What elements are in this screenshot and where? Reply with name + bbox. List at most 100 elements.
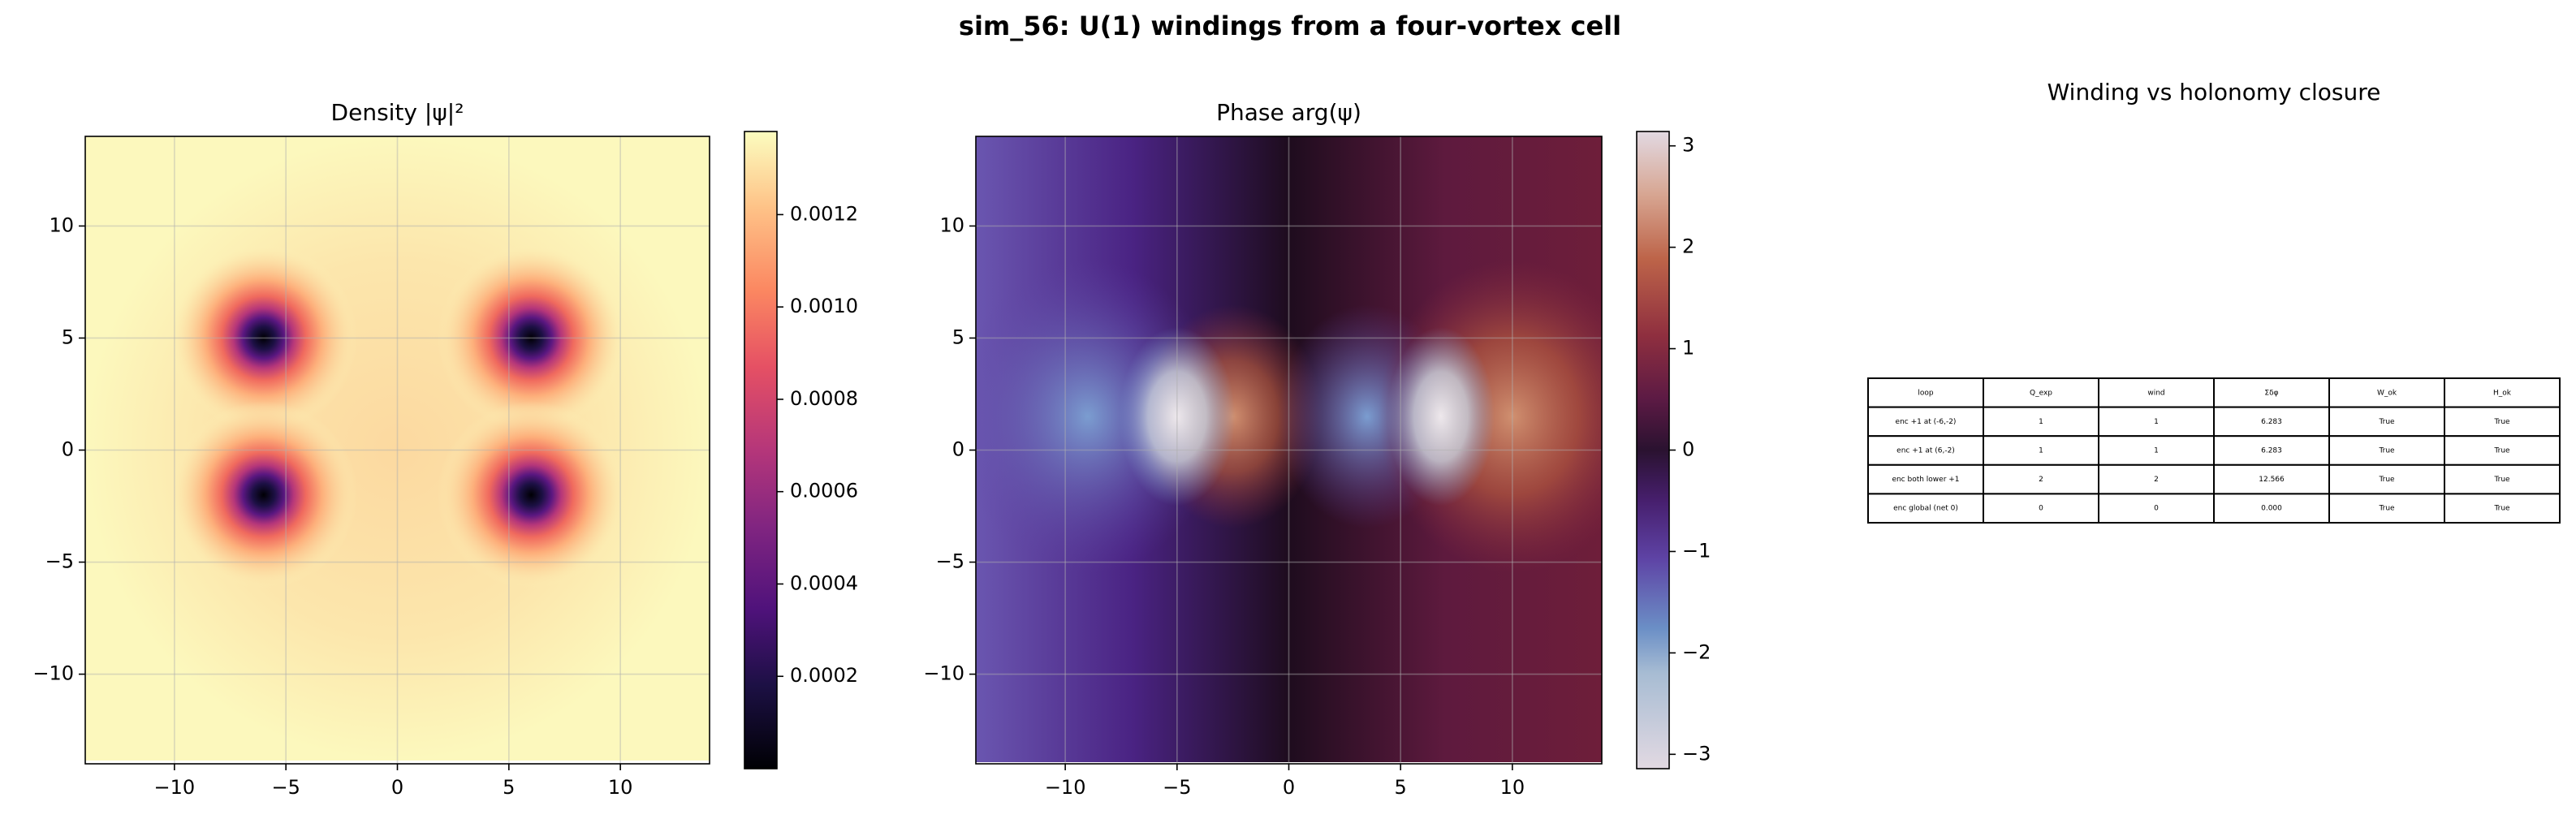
table-value: enc +1 at (6,-2) <box>1896 447 1955 455</box>
table-cell <box>2444 377 2561 408</box>
colorbar-tick-label: 3 <box>1682 134 1694 157</box>
table-value: 6.283 <box>2261 418 2282 426</box>
table-value: enc both lower +1 <box>1892 476 1959 484</box>
colorbar-tick-label: 0 <box>1682 438 1694 461</box>
colorbar-tick-label: 1 <box>1682 337 1694 360</box>
x-tick-label: −5 <box>271 776 300 799</box>
table-value: 2 <box>2154 476 2159 484</box>
vortex-core <box>170 244 358 432</box>
y-tick-label: 5 <box>952 325 964 348</box>
table-value: 0 <box>2039 505 2043 513</box>
x-tick-label: 0 <box>1283 776 1295 799</box>
table-header: loop <box>1918 389 1934 397</box>
x-tick-label: 0 <box>391 776 403 799</box>
vortex-core <box>170 401 358 589</box>
table-cell <box>2444 463 2561 495</box>
y-tick-label: 5 <box>62 325 74 348</box>
table-cell <box>2213 493 2330 524</box>
table-cell <box>1983 435 2099 466</box>
table-value: 12.566 <box>2259 476 2285 484</box>
table-value: enc +1 at (-6,-2) <box>1896 418 1957 426</box>
colorbar <box>1636 131 1670 769</box>
table-cell <box>1867 493 1984 524</box>
table-value: 2 <box>2039 476 2043 484</box>
table-header: W_ok <box>2377 389 2397 397</box>
heatmap <box>85 136 710 761</box>
table-header: Σδφ <box>2264 389 2278 397</box>
colorbar-tick-label: −2 <box>1682 640 1711 663</box>
table-cell <box>2213 463 2330 495</box>
y-tick-label: 0 <box>952 438 964 461</box>
colorbar <box>744 131 778 769</box>
x-tick-label: 10 <box>1500 776 1525 799</box>
table-cell <box>2328 463 2445 495</box>
phase-glow <box>1387 326 1495 506</box>
y-tick-label: −10 <box>32 662 74 685</box>
panel-title: Density |ψ|² <box>331 99 464 126</box>
table-cell <box>2328 435 2445 466</box>
y-tick-label: 10 <box>939 213 964 236</box>
x-tick-label: −10 <box>154 776 196 799</box>
table-value: True <box>2493 418 2510 426</box>
table-header: wind <box>2147 389 2164 397</box>
figure-title: sim_56: U(1) windings from a four-vortex… <box>959 11 1621 41</box>
table-cell <box>2444 406 2561 438</box>
vortex-core <box>437 401 625 589</box>
vortex-core <box>437 244 625 432</box>
table-title: Winding vs holonomy closure <box>2047 79 2381 106</box>
table-value: 0.000 <box>2261 505 2282 513</box>
x-tick-label: 5 <box>1395 776 1407 799</box>
table-panel: Winding vs holonomy closure loop Q_exp win… <box>1867 79 2561 524</box>
colorbar-tick-label: 0.0004 <box>790 571 858 594</box>
colorbar-tick-label: 0.0008 <box>790 387 858 410</box>
x-tick-label: −5 <box>1163 776 1191 799</box>
table-value: True <box>2378 476 2395 484</box>
x-tick-label: 10 <box>608 776 633 799</box>
table-cell <box>2213 406 2330 438</box>
table-value: True <box>2378 447 2395 455</box>
y-tick-label: 0 <box>62 438 74 461</box>
table-value: 6.283 <box>2261 447 2282 455</box>
y-tick-label: −5 <box>45 550 74 573</box>
table-cell <box>1867 463 1984 495</box>
colorbar-tick-label: −3 <box>1682 742 1711 765</box>
colorbar-tick-label: 0.0012 <box>790 202 858 225</box>
colorbar-tick-label: 0.0002 <box>790 664 858 687</box>
panel-title: Phase arg(ψ) <box>1216 99 1361 126</box>
table-cell <box>2098 463 2215 495</box>
colorbar-tick-label: 2 <box>1682 235 1694 258</box>
table-value: True <box>2378 505 2395 513</box>
x-tick-label: −10 <box>1045 776 1086 799</box>
axes-frame <box>84 136 710 765</box>
table-header: H_ok <box>2493 389 2512 397</box>
table-value: True <box>2378 418 2395 426</box>
table-value: True <box>2493 505 2510 513</box>
table-cell <box>1983 406 2099 438</box>
x-tick-label: 5 <box>503 776 515 799</box>
colorbar-tick-label: 0.0006 <box>790 480 858 502</box>
phase-glow <box>1119 326 1236 506</box>
table-value: 1 <box>2154 418 2159 426</box>
table-value: 1 <box>2039 447 2043 455</box>
table-value: True <box>2493 447 2510 455</box>
table-value: 1 <box>2039 418 2043 426</box>
table-cell <box>2098 493 2215 524</box>
table-cell <box>2444 493 2561 524</box>
axes-frame <box>975 136 1603 765</box>
table-header: Q_exp <box>2030 389 2052 397</box>
colorbar-tick-label: 0.0010 <box>790 295 858 317</box>
y-tick-label: 10 <box>49 213 74 236</box>
table-cell <box>2328 493 2445 524</box>
colorbar-tick-label: −1 <box>1682 539 1711 562</box>
table-value: 0 <box>2154 505 2159 513</box>
heatmap <box>976 136 1602 762</box>
table-cell <box>2213 435 2330 466</box>
y-tick-label: −5 <box>936 550 964 573</box>
table-value: True <box>2493 476 2510 484</box>
table-cell <box>1867 377 1984 408</box>
table-value: 1 <box>2154 447 2159 455</box>
table-value: enc global (net 0) <box>1893 505 1958 513</box>
table-cell <box>2444 435 2561 466</box>
y-tick-label: −10 <box>923 662 964 685</box>
